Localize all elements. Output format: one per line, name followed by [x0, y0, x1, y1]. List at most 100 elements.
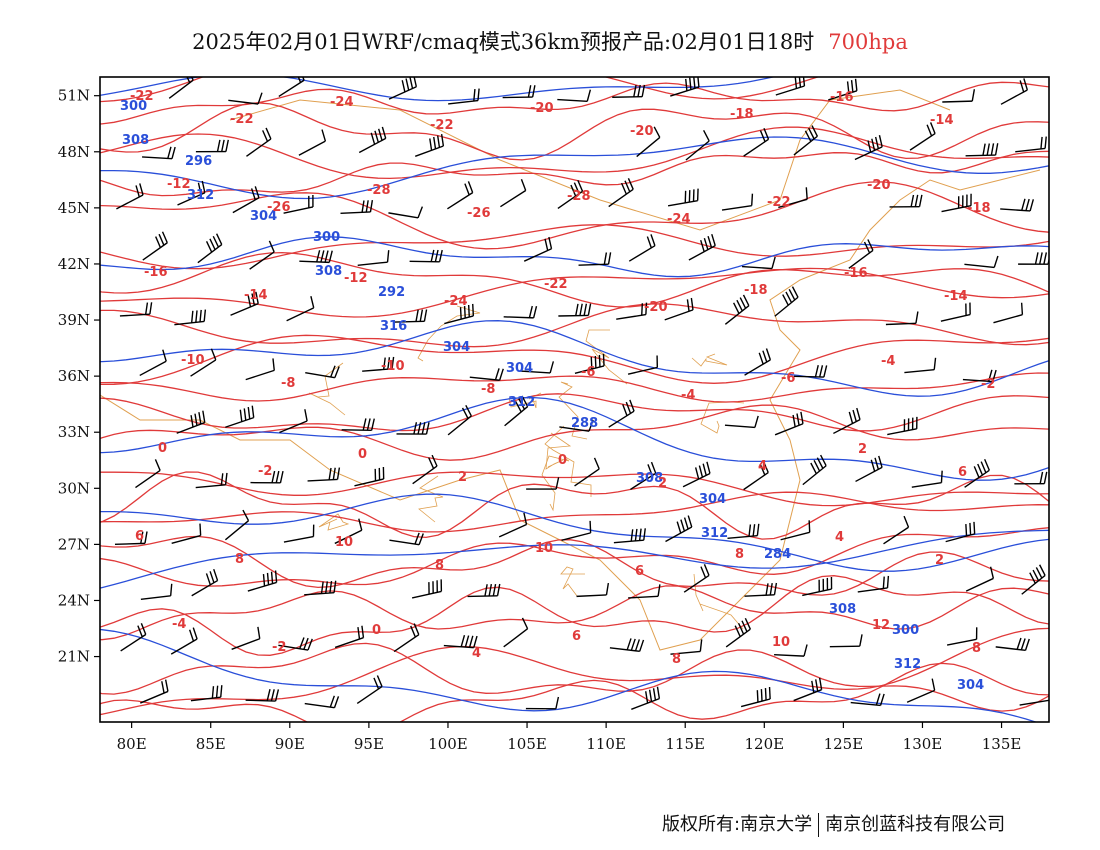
height-label: 292	[378, 285, 405, 300]
wind-barb	[298, 129, 327, 156]
height-labels: 3003003043043002962922882843043043043083…	[120, 99, 984, 693]
wind-barb	[941, 193, 972, 213]
temperature-contour	[100, 334, 1049, 386]
wind-barb	[685, 130, 710, 161]
wind-barb	[883, 515, 910, 545]
temperature-label: 4	[835, 530, 844, 545]
wind-barb	[724, 294, 750, 325]
temperature-contour	[100, 471, 1049, 540]
temperature-contour	[100, 224, 1049, 270]
wind-barb	[412, 454, 438, 485]
province-border	[560, 566, 585, 597]
wind-barb	[283, 524, 315, 543]
lat-tick-label: 51N	[58, 87, 90, 105]
wind-barb	[627, 355, 659, 375]
lon-tick-label: 105E	[507, 735, 547, 753]
wind-barb	[394, 309, 428, 323]
wind-barb	[230, 291, 259, 316]
height-contour	[100, 320, 1049, 397]
temperature-contour	[100, 642, 1049, 712]
temperature-contour	[100, 303, 1049, 348]
wind-barb	[828, 78, 858, 101]
wind-barb	[630, 461, 657, 491]
height-label: 304	[957, 678, 984, 693]
temperature-contour	[100, 372, 1049, 403]
lat-tick-label: 24N	[58, 591, 90, 609]
wind-barb	[848, 239, 874, 269]
wind-barb	[965, 143, 999, 157]
wind-barb	[195, 139, 229, 153]
lon-tick-label: 100E	[428, 735, 468, 753]
wind-barb	[775, 77, 806, 96]
wind-barb	[774, 286, 799, 317]
temperature-label: 0	[372, 623, 381, 638]
temperature-label: 2	[858, 442, 867, 457]
temperature-label: 6	[635, 564, 644, 579]
height-label: 304	[443, 340, 470, 355]
temperature-label: -18	[744, 283, 768, 298]
wind-barb	[578, 252, 612, 266]
temperature-contour	[100, 491, 1049, 533]
wind-barb	[664, 297, 694, 321]
temperature-label: -6	[581, 365, 595, 380]
wind-barb	[116, 183, 144, 210]
temperature-label: -28	[367, 183, 391, 198]
temperature-label: 10	[772, 635, 790, 650]
province-border	[691, 353, 728, 367]
temperature-label: -8	[481, 382, 495, 397]
wind-barb	[609, 638, 645, 653]
wind-barb	[286, 295, 315, 322]
temperature-label: -4	[881, 354, 895, 369]
lon-tick-label: 95E	[354, 735, 384, 753]
height-label: 308	[829, 602, 856, 617]
province-border	[417, 305, 481, 362]
height-contour	[100, 136, 1049, 200]
wind-barb	[911, 470, 943, 488]
longitude-axis: 80E 85E 90E 95E 100E 105E 110E 115E 120E 125E 130E…	[117, 722, 1021, 753]
wind-barb	[444, 303, 475, 325]
temperature-label: -24	[330, 95, 354, 110]
wind-barb	[962, 369, 997, 383]
temperature-label: 8	[235, 552, 244, 567]
lon-tick-label: 80E	[117, 735, 147, 753]
wind-barb	[857, 575, 890, 593]
height-label: 308	[122, 133, 149, 148]
temperature-labels: -22-22-24-22-20-20-18-16-14-12-26-28-26-…	[130, 89, 995, 667]
wind-barb	[1018, 252, 1049, 265]
height-label: 296	[185, 154, 212, 169]
temperature-label: -2	[258, 464, 272, 479]
lon-tick-label: 85E	[196, 735, 226, 753]
temperature-label: 0	[558, 453, 567, 468]
wind-barb	[245, 689, 280, 702]
temperature-label: -16	[144, 265, 168, 280]
province-border	[545, 432, 572, 470]
lat-tick-label: 42N	[58, 255, 90, 273]
temperature-contour	[100, 535, 1049, 596]
pressure-level: 700hpa	[828, 30, 908, 54]
temperature-label: -20	[630, 124, 654, 139]
wind-barb	[574, 353, 605, 374]
wind-barb	[414, 134, 445, 157]
wind-barb	[467, 583, 501, 598]
temperature-contour	[100, 393, 1049, 432]
wind-barb	[525, 696, 560, 710]
temperature-label: 0	[158, 441, 167, 456]
wind-barb	[170, 627, 198, 655]
wind-barb	[774, 644, 808, 657]
copyright-owner: 版权所有:南京大学	[662, 814, 813, 835]
wind-barb	[498, 512, 528, 538]
wind-barb	[636, 126, 661, 158]
temperature-label: 2	[935, 553, 944, 568]
title-text: 2025年02月01日WRF/cmaq模式36km预报产品:02月01日18时	[192, 30, 815, 54]
temperature-label: 2	[458, 470, 467, 485]
wind-barb	[409, 249, 443, 263]
height-label: 304	[250, 209, 277, 224]
wind-barb	[389, 532, 424, 546]
wind-barb	[942, 89, 976, 103]
wind-barb	[334, 625, 365, 649]
wind-barb	[341, 418, 375, 431]
temperature-label: -22	[230, 112, 254, 127]
wind-barb	[304, 695, 340, 709]
temperature-contour	[100, 471, 1049, 507]
wind-barb	[393, 623, 420, 653]
